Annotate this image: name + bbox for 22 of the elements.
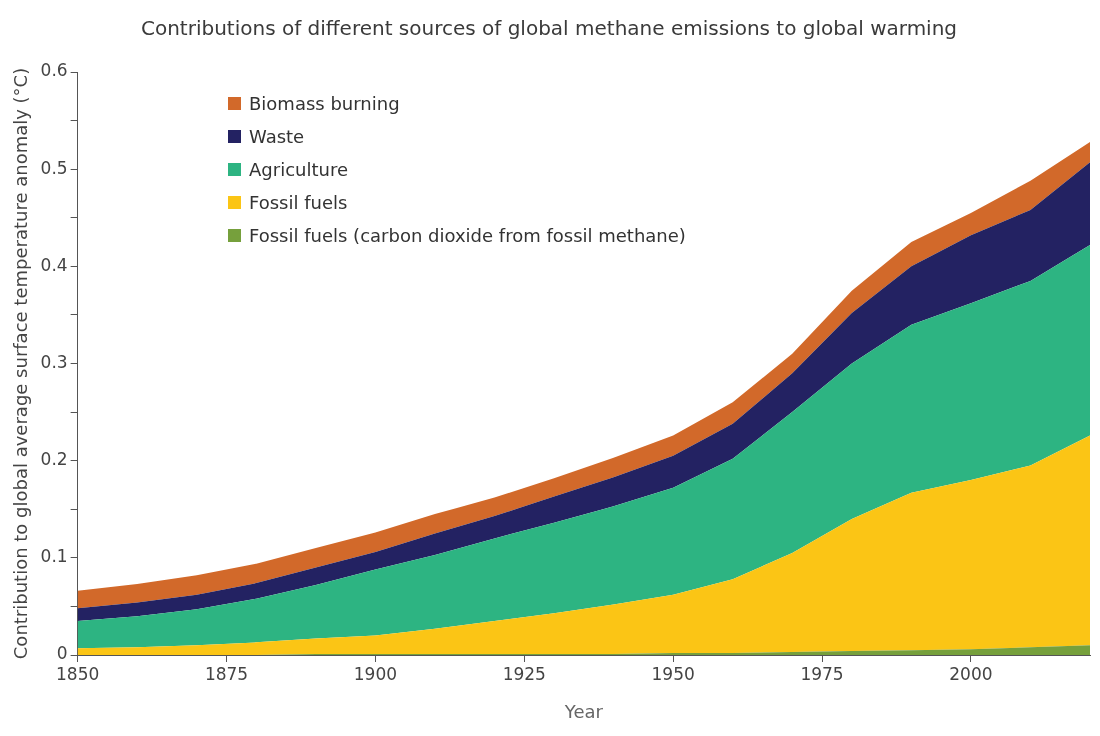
chart-title: Contributions of different sources of global methane emissions to global warming: [140, 16, 958, 41]
y-tick-label: 0: [56, 643, 68, 664]
x-axis-title: Year: [563, 700, 604, 722]
x-tick-label: 1875: [204, 663, 249, 684]
y-tick-label: 0.4: [40, 254, 68, 275]
x-tick-label: 1950: [651, 663, 695, 684]
legend-label: Biomass burning: [249, 93, 400, 114]
y-axis-title: Contribution to global average surface temperature anomaly (°C): [10, 67, 32, 660]
legend-label: Fossil fuels (carbon dioxide from fossil methane): [249, 225, 686, 246]
x-tick-label: 1975: [800, 663, 844, 684]
x-tick-label: 1850: [56, 663, 100, 684]
y-tick-label: 0.3: [40, 351, 68, 372]
x-tick-label: 1925: [502, 663, 546, 684]
y-tick-label: 0.2: [40, 449, 68, 470]
x-tick-label: 1900: [353, 663, 398, 684]
legend-label: Fossil fuels: [249, 192, 348, 213]
x-tick-label: 2000: [949, 663, 993, 684]
y-tick-label: 0.6: [40, 60, 68, 81]
y-tick-label: 0.5: [40, 157, 68, 178]
y-tick-label: 0.1: [40, 546, 68, 567]
legend-label: Waste: [249, 126, 305, 147]
legend-label: Agriculture: [249, 159, 348, 180]
